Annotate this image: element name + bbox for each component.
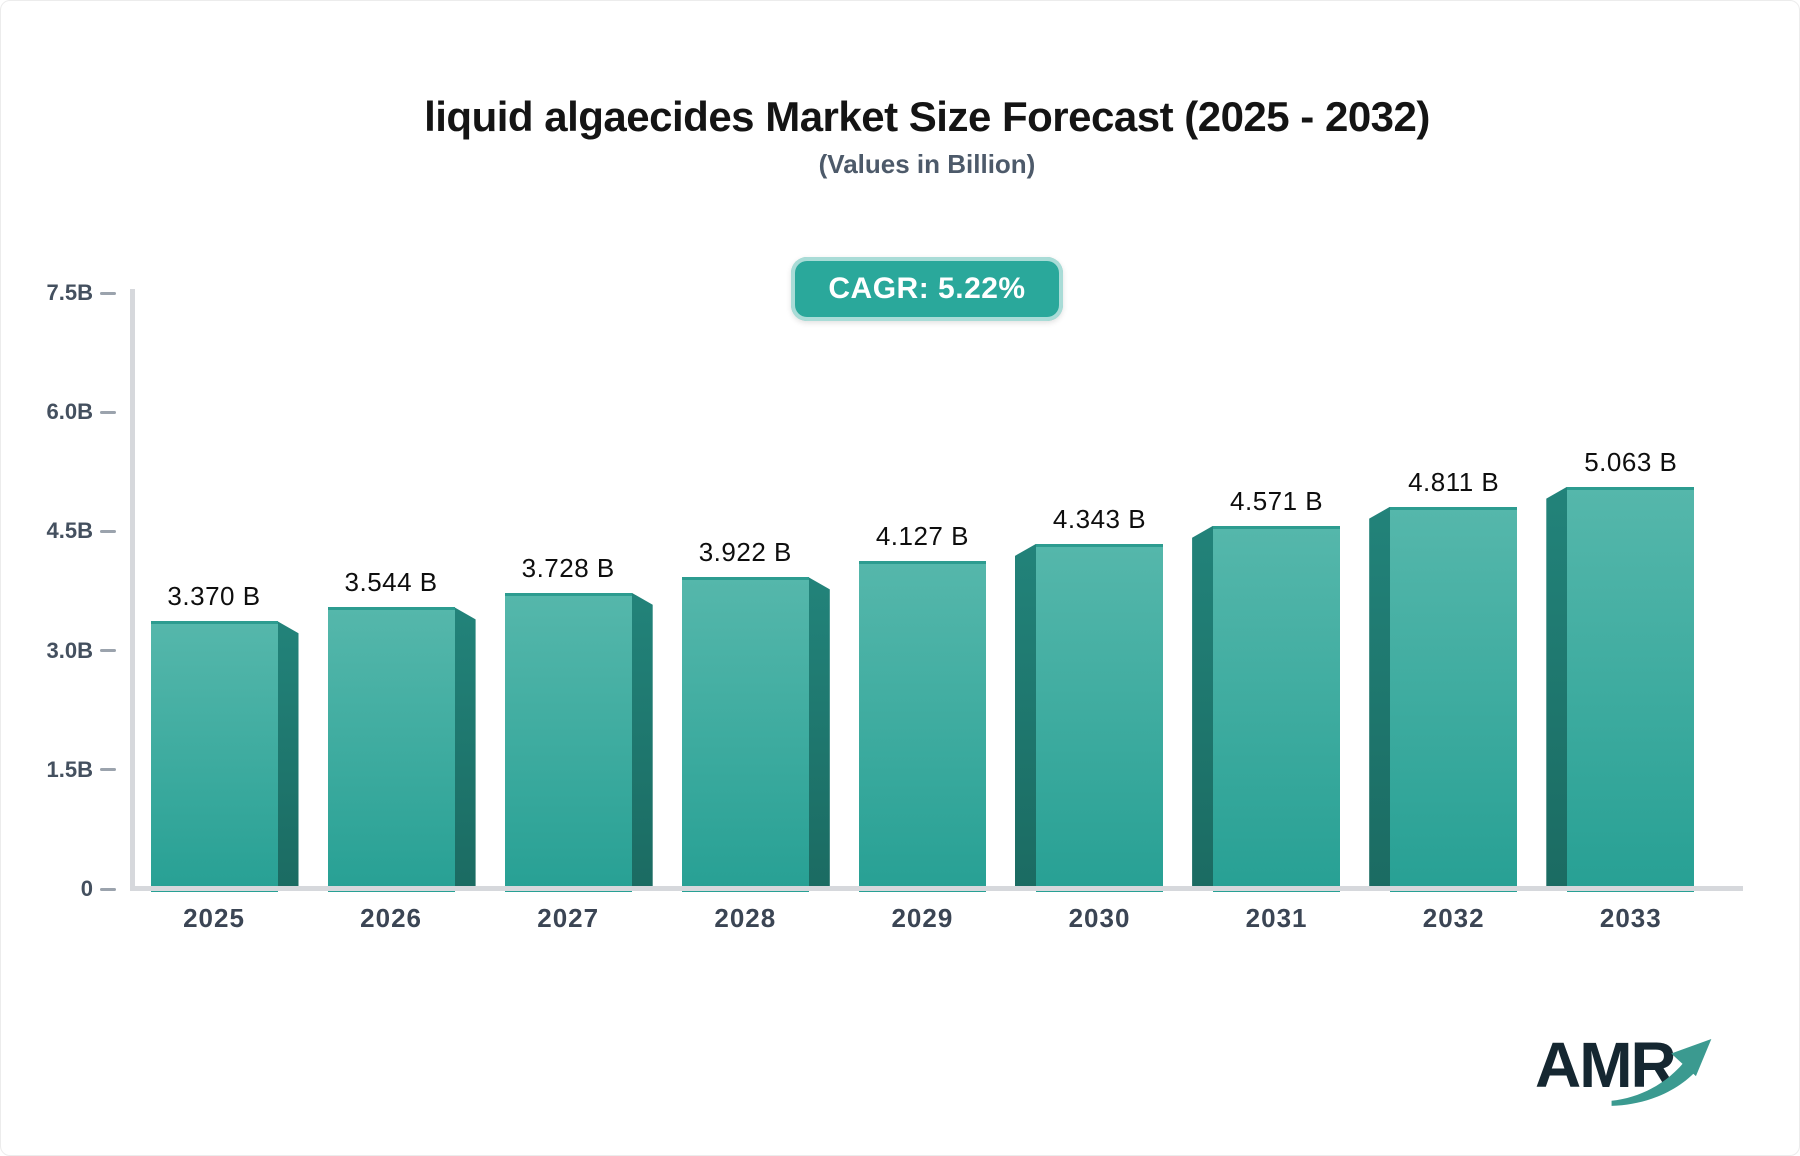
y-tick-label: 4.5B	[46, 518, 93, 544]
bar-face	[681, 577, 809, 892]
bar-face	[327, 607, 455, 892]
y-tick-label: 3.0B	[46, 637, 93, 663]
x-tick-label: 2027	[537, 903, 600, 933]
chart-title: liquid algaecides Market Size Forecast (…	[424, 93, 1430, 140]
bar-face	[1390, 506, 1518, 892]
y-tick-label: 0	[80, 876, 93, 901]
cagr-badge: CAGR: 5.22%	[791, 257, 1063, 321]
y-tick-dash	[100, 410, 116, 414]
bar-side-face	[1015, 543, 1036, 889]
cagr-badge-label: CAGR: 5.22%	[828, 272, 1026, 305]
x-tick-label: 2033	[1599, 903, 1662, 933]
y-tick-label: 7.5B	[46, 280, 93, 305]
x-tick-label: 2028	[714, 903, 777, 933]
bar-value-label: 3.922 B	[698, 537, 792, 568]
y-axis-line	[130, 289, 135, 889]
bar-side-face	[277, 621, 299, 889]
brand-logo: AMR	[1535, 1033, 1735, 1123]
bar-value-label: 3.728 B	[521, 552, 615, 583]
bar-side-face	[631, 592, 653, 889]
bar-face	[1567, 486, 1695, 892]
x-tick-label: 2032	[1422, 903, 1485, 933]
bar-side-face	[454, 607, 476, 889]
y-tick-dash	[100, 887, 116, 891]
bar-value-label: 4.571 B	[1230, 485, 1324, 516]
x-tick-label: 2026	[360, 903, 423, 933]
bar-face	[1213, 525, 1341, 892]
brand-logo-text: AMR	[1535, 1029, 1677, 1101]
bar-value-label: 3.370 B	[167, 581, 261, 612]
bar-side-face	[808, 577, 830, 889]
bar-value-label: 3.544 B	[344, 567, 438, 598]
x-tick-label: 2025	[183, 903, 245, 933]
brand-arrow-icon	[1611, 1039, 1712, 1106]
x-tick-label: 2030	[1068, 903, 1131, 933]
bar-value-label: 4.343 B	[1052, 503, 1147, 534]
y-tick-label: 1.5B	[46, 756, 93, 782]
bar-value-label: 4.811 B	[1408, 466, 1500, 497]
y-tick-dash	[100, 291, 116, 295]
chart-subtitle: (Values in Billion)	[818, 149, 1036, 179]
x-tick-label: 2029	[891, 903, 954, 933]
y-tick-label: 6.0B	[46, 399, 93, 425]
bar-face	[1036, 543, 1163, 892]
bar-side-face	[1192, 525, 1214, 889]
bar-side-face	[1546, 486, 1568, 889]
bar-value-label: 4.127 B	[875, 521, 969, 552]
bar-value-label: 5.063 B	[1584, 446, 1678, 477]
y-tick-dash	[100, 768, 116, 772]
bar-face	[858, 561, 986, 892]
bar-side-face	[1369, 506, 1391, 889]
y-tick-dash	[100, 649, 116, 653]
bar-face	[150, 621, 278, 892]
x-axis-line	[130, 886, 1743, 891]
y-tick-dash	[100, 529, 116, 533]
x-tick-label: 2031	[1245, 903, 1308, 933]
bar-face	[504, 592, 632, 892]
